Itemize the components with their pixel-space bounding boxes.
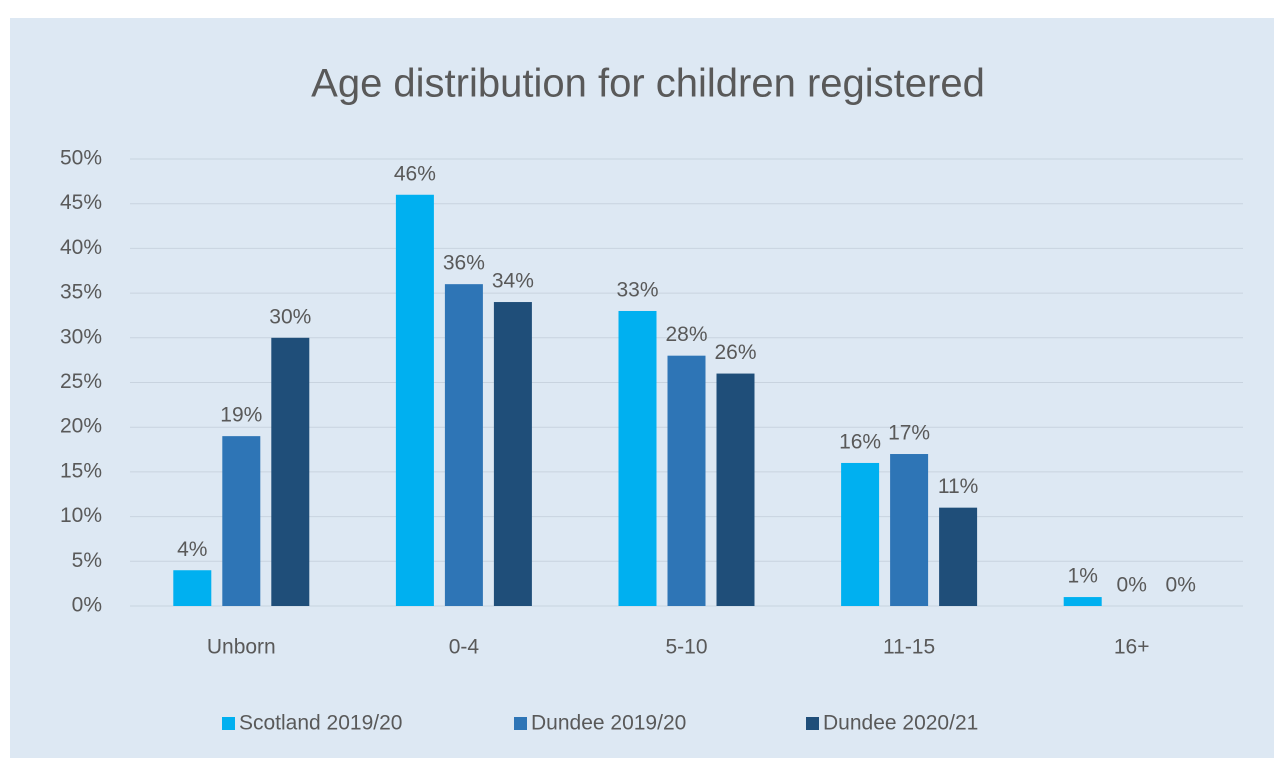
bar (618, 310, 657, 606)
y-tick-label: 20% (60, 415, 102, 438)
bar (841, 462, 880, 606)
y-tick-label: 10% (60, 504, 102, 527)
legend-label: Scotland 2019/20 (239, 712, 402, 735)
legend-swatch (806, 717, 819, 730)
y-tick-label: 5% (72, 549, 102, 572)
data-label: 16% (839, 431, 881, 454)
bar (939, 507, 978, 606)
data-label: 34% (492, 270, 534, 293)
legend-swatch (222, 717, 235, 730)
legend-label: Dundee 2020/21 (823, 712, 978, 735)
y-tick-label: 35% (60, 281, 102, 304)
legend-label: Dundee 2019/20 (531, 712, 686, 735)
bar (493, 302, 532, 606)
y-tick-label: 40% (60, 236, 102, 259)
y-tick-label: 25% (60, 370, 102, 393)
x-tick-label: 11-15 (883, 636, 935, 659)
bar (173, 570, 212, 606)
data-label: 1% (1068, 565, 1098, 588)
x-tick-label: 0-4 (449, 636, 480, 659)
bar (667, 355, 706, 606)
y-tick-label: 0% (72, 594, 102, 617)
legend-swatch (514, 717, 527, 730)
data-label: 0% (1117, 574, 1147, 597)
data-label: 0% (1166, 574, 1196, 597)
data-label: 30% (269, 305, 311, 328)
data-label: 11% (938, 475, 978, 498)
x-tick-label: 5-10 (665, 636, 707, 659)
bar (222, 436, 261, 606)
data-label: 19% (220, 404, 262, 427)
bar (395, 194, 434, 606)
data-label: 33% (616, 279, 658, 302)
data-label: 36% (443, 252, 485, 275)
data-label: 17% (888, 422, 930, 445)
chart-title: Age distribution for children registered (311, 62, 985, 106)
y-tick-label: 30% (60, 325, 102, 348)
bar (444, 284, 483, 606)
data-label: 28% (665, 323, 707, 346)
bar (1063, 597, 1102, 606)
y-tick-label: 50% (60, 147, 102, 170)
data-label: 4% (177, 538, 207, 561)
y-tick-label: 45% (60, 191, 102, 214)
x-tick-label: 16+ (1114, 636, 1150, 659)
y-tick-label: 15% (60, 459, 102, 482)
bar (716, 373, 755, 606)
bar (890, 454, 929, 606)
x-tick-label: Unborn (207, 636, 276, 659)
data-label: 46% (394, 162, 436, 185)
data-label: 26% (714, 341, 756, 364)
bar (271, 337, 310, 606)
